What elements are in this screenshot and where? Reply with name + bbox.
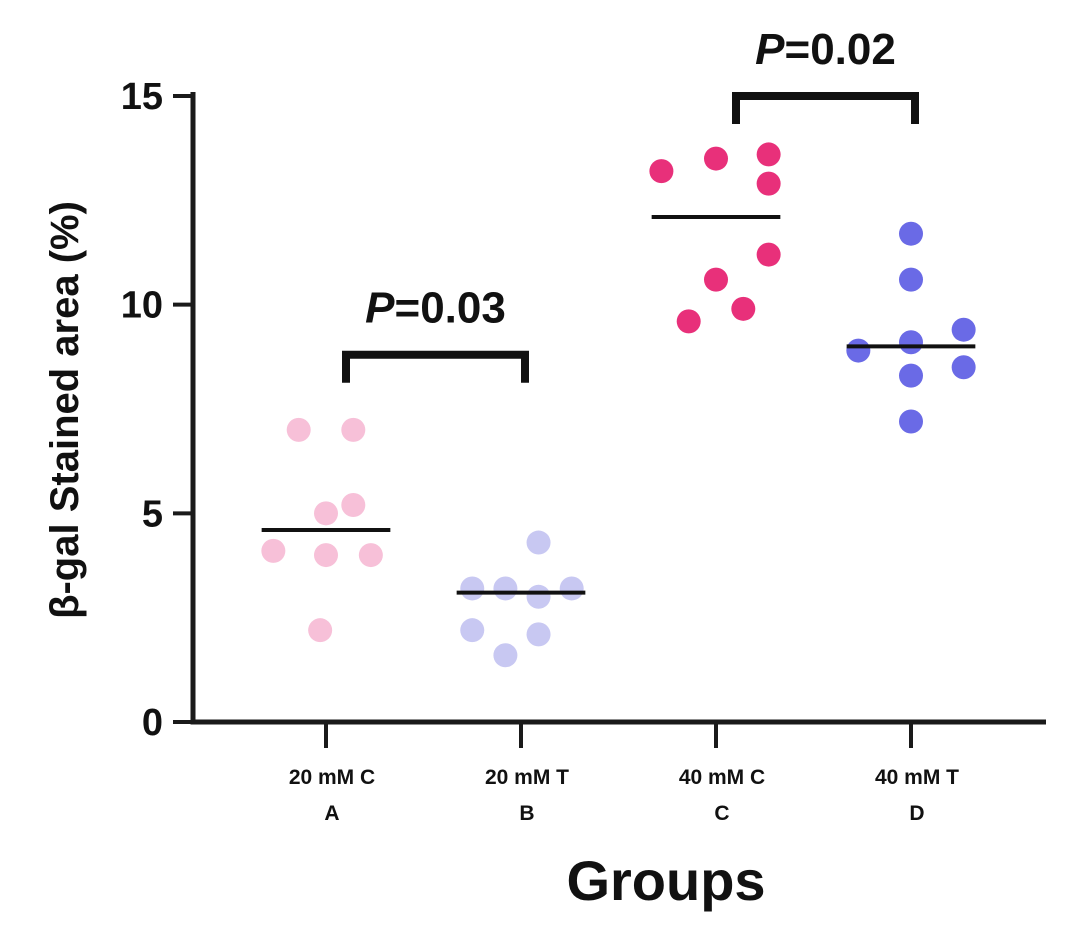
y-axis-title: β-gal Stained area (%) [43,201,87,619]
data-point [341,492,366,517]
data-point [899,221,923,246]
significance-bracket [342,350,529,383]
data-point [704,267,728,292]
data-point [559,576,584,601]
p-value: =0.02 [785,25,896,74]
median-lines [261,215,976,595]
data-point [731,296,756,321]
y-tick-label: 10 [121,285,163,327]
data-point [899,363,923,388]
data-point [286,417,311,442]
x-tick-label-letter: D [909,802,924,825]
data-point [951,355,976,380]
data-point [899,267,923,292]
x-axis-title: Groups [566,849,765,912]
axes: 0 5 10 15 20 mM C A 20 mM T B 40 mM C C 40 mM T D [121,76,1046,825]
p-symbol: P [755,25,785,74]
x-tick-label-group: 40 mM C [679,766,765,789]
data-point [460,618,485,643]
significance-brackets: P=0.03P=0.02 [342,25,919,383]
x-tick-label-letter: B [519,802,534,825]
significance-bracket [732,92,919,124]
y-tick-label: 0 [142,702,163,744]
y-tick-label: 5 [142,493,163,535]
data-point [526,530,551,555]
x-tick-label-letter: A [324,802,339,825]
data-point [756,171,781,196]
data-point [676,309,701,334]
data-point [261,538,286,563]
data-point [951,317,976,342]
y-tick-label: 15 [121,76,163,118]
data-point [899,409,923,434]
data-point [846,338,871,363]
x-tick-label-letter: C [714,802,729,825]
data-point [460,576,485,601]
data-point [341,417,366,442]
x-tick-label-group: 40 mM T [875,766,959,789]
data-point [756,242,781,267]
p-value-label: P=0.02 [755,25,896,74]
data-point [314,543,338,568]
x-tick-label-group: 20 mM T [485,766,569,789]
data-point [358,543,383,568]
data-point [308,618,333,643]
data-point [756,142,781,167]
data-point [899,330,923,355]
data-point [649,159,674,184]
data-point [493,643,518,668]
data-point [314,501,338,526]
data-point [704,146,728,171]
p-symbol: P [365,284,395,333]
data-point [526,584,551,609]
p-value: =0.03 [395,284,506,333]
x-tick-label-group: 20 mM C [289,766,375,789]
data-point [526,622,551,647]
p-value-label: P=0.03 [365,284,506,333]
data-points [261,142,976,668]
data-point [493,576,518,601]
